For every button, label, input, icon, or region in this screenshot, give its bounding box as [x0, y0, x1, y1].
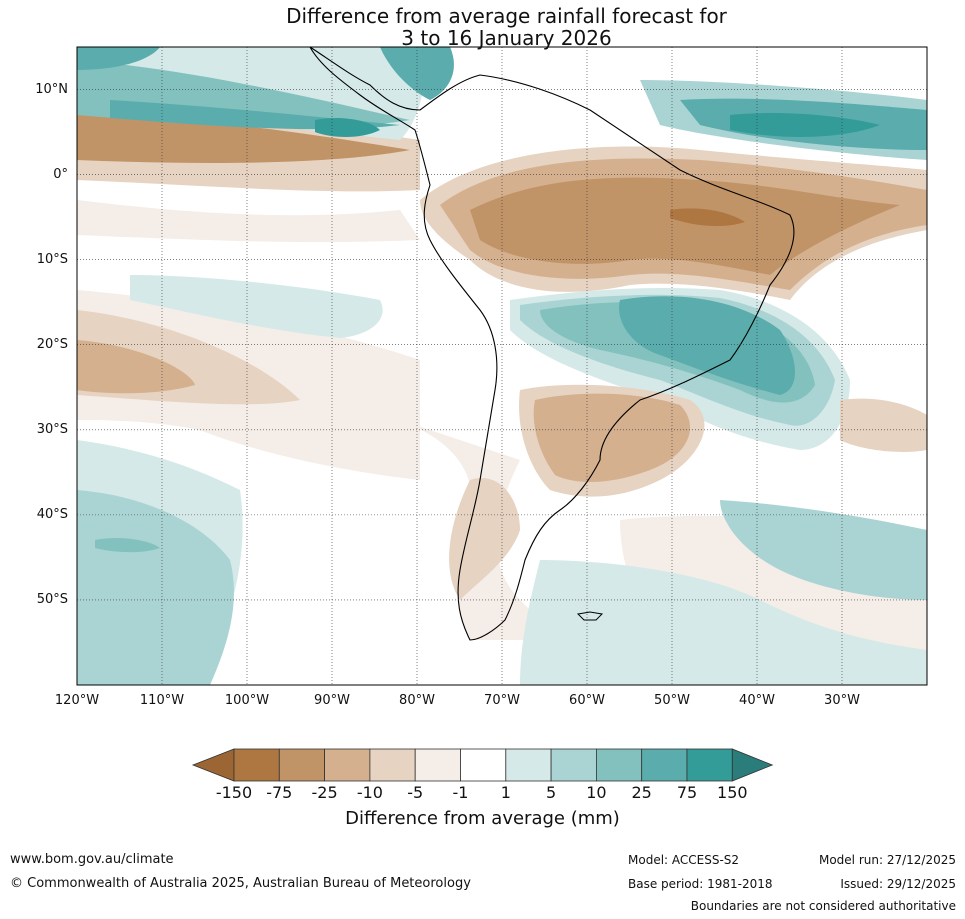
title-line-2: 3 to 16 January 2026	[401, 26, 612, 50]
latitude-label: 0°	[53, 166, 68, 182]
colorbar-swatch	[596, 748, 643, 782]
colorbar-swatch	[550, 748, 597, 782]
longitude-label: 100°W	[224, 693, 270, 708]
latitude-label: 10°S	[36, 251, 68, 267]
colorbar-tick: -25	[311, 783, 338, 802]
footer-issued: Issued: 29/12/2025	[840, 877, 956, 891]
colorbar	[191, 748, 774, 782]
colorbar-swatch	[324, 748, 371, 782]
longitude-label: 40°W	[739, 693, 775, 708]
colorbar-tick: 150	[717, 783, 748, 802]
colorbar-swatch	[460, 748, 507, 782]
footer-copyright: © Commonwealth of Australia 2025, Austra…	[10, 876, 471, 891]
longitude-label: 70°W	[484, 693, 520, 708]
footer-model: Model: ACCESS-S2	[628, 853, 740, 867]
longitude-label: 50°W	[654, 693, 690, 708]
colorbar-swatch	[369, 748, 416, 782]
latitude-label: 20°S	[36, 336, 68, 352]
colorbar-tick: 10	[586, 783, 607, 802]
colorbar-swatch	[686, 748, 733, 782]
colorbar-extend-low	[191, 748, 235, 782]
longitude-label: 30°W	[824, 693, 860, 708]
longitude-label: 80°W	[399, 693, 435, 708]
longitude-label: 110°W	[139, 693, 185, 708]
coastline	[309, 46, 795, 641]
map-field	[77, 47, 927, 685]
colorbar-swatch	[278, 748, 325, 782]
colorbar-swatch	[505, 748, 552, 782]
falkland-islands	[576, 611, 604, 621]
latitude-label: 40°S	[36, 506, 68, 522]
footer-base-period: Base period: 1981-2018	[628, 877, 773, 891]
footer-model-run: Model run: 27/12/2025	[818, 853, 956, 867]
title-line-1: Difference from average rainfall forecas…	[286, 4, 727, 28]
longitude-label: 60°W	[569, 693, 605, 708]
colorbar-tick: -150	[215, 783, 253, 802]
colorbar-tick: 1	[500, 783, 511, 802]
colorbar-tick: 5	[546, 783, 557, 802]
footer-url: www.bom.gov.au/climate	[10, 852, 174, 867]
colorbar-tick: -1	[452, 783, 469, 802]
colorbar-tick: 75	[676, 783, 698, 802]
colorbar-tick: 25	[631, 783, 652, 802]
gridlines	[77, 47, 927, 685]
colorbar-swatch	[233, 748, 280, 782]
colorbar-swatch	[641, 748, 688, 782]
latitude-label: 10°N	[35, 81, 68, 97]
latitude-label: 30°S	[36, 421, 68, 437]
longitude-label: 90°W	[314, 693, 350, 708]
colorbar-tick: -10	[356, 783, 383, 802]
longitude-label: 120°W	[54, 693, 100, 708]
latitude-label: 50°S	[36, 591, 68, 607]
footer-disclaimer: Boundaries are not considered authoritat…	[690, 899, 956, 913]
colorbar-tick: -75	[266, 783, 293, 802]
colorbar-label: Difference from average (mm)	[345, 808, 620, 829]
colorbar-swatch	[414, 748, 461, 782]
colorbar-tick: -5	[407, 783, 424, 802]
colorbar-extend-high	[731, 748, 774, 782]
